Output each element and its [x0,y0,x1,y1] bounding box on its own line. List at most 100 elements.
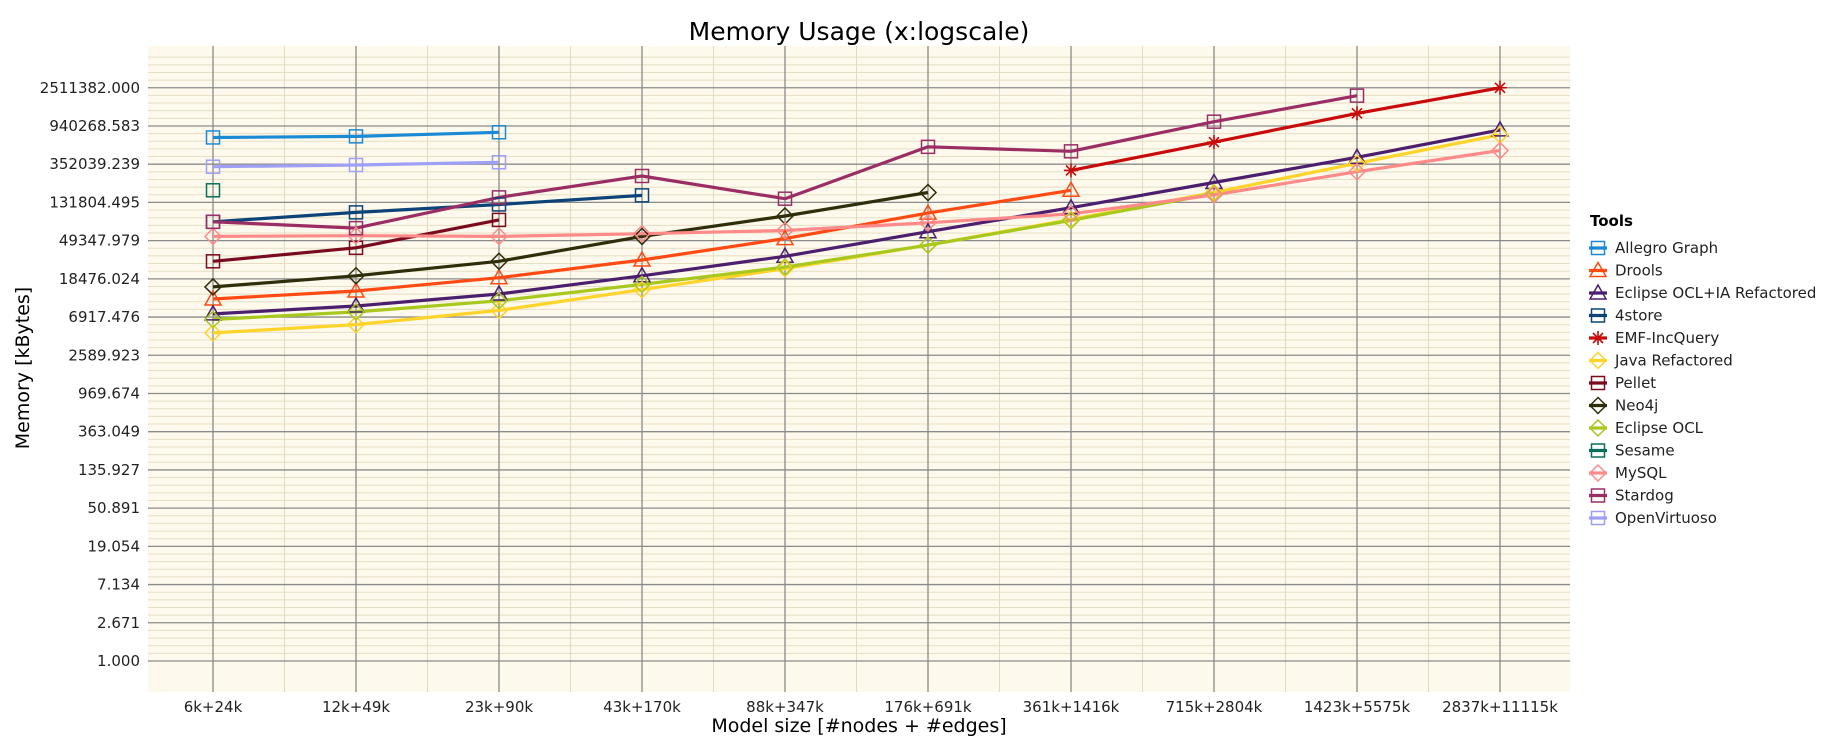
legend-label: Eclipse OCL [1615,419,1704,437]
data-point-sesame [205,183,221,198]
legend-item: 4store [1589,307,1662,325]
y-tick-label: 363.049 [78,423,140,441]
data-point-eclipse-ocl [632,275,652,294]
series-line-stardog [212,94,1358,230]
data-point-openvirtuoso [348,157,364,173]
data-point-mysql [632,224,652,243]
data-point-pellet [348,240,364,256]
series-line-eclipse-ocl [212,192,1215,322]
data-point-java-refactored [1204,183,1224,202]
series-line-drools [212,188,1072,301]
data-point-stardog [920,139,936,155]
x-tick-label: 43k+170k [603,698,681,716]
series-line-openvirtuoso [212,160,500,169]
data-point-drools [1061,180,1081,198]
legend-item: Java Refactored [1588,351,1733,370]
x-tick-label: 176k+691k [884,698,972,716]
data-point-eclipse-ocl-ia-refactored [1204,172,1224,190]
data-point-mysql [1061,204,1081,223]
data-point-eclipse-ocl [775,258,795,277]
y-tick-label: 2.671 [97,614,140,632]
data-point-eclipse-ocl-ia-refactored [775,246,795,264]
data-point-allegro-graph [491,125,507,140]
data-point-eclipse-ocl [918,236,938,255]
data-point-emf-incquery [1207,135,1221,150]
data-point-neo4j [775,206,795,226]
data-point-mysql [346,226,366,245]
legend-label: Drools [1615,262,1663,280]
y-tick-label: 6917.476 [68,308,140,326]
data-point-eclipse-ocl [489,291,509,310]
y-tick-label: 135.927 [78,461,140,479]
legend-marker [1590,488,1606,503]
x-axis-ticks: 6k+24k 12k+49k 23k+90k 43k+170k 88k+347k 176k… [184,698,1559,716]
data-point-mysql [203,227,223,246]
data-point-neo4j [203,277,223,297]
data-point-emf-incquery [1350,106,1364,121]
legend-label: MySQL [1615,464,1667,482]
legend-marker [1590,443,1606,458]
x-tick-label: 715k+2804k [1166,698,1263,716]
data-point-openvirtuoso [205,159,221,174]
data-point-eclipse-ocl-ia-refactored [203,304,223,321]
y-tick-label: 19.054 [88,537,141,555]
data-point-openvirtuoso [491,155,507,170]
legend-item: Pellet [1589,374,1656,392]
data-point-java-refactored [1347,154,1367,173]
legend-marker [1588,351,1608,370]
minor-grid [148,46,1570,692]
legend-label: OpenVirtuoso [1615,509,1717,527]
data-point-eclipse-ocl [1204,184,1224,203]
data-point-eclipse-ocl-ia-refactored [346,296,366,313]
chart-title: Memory Usage (x:logscale) [689,17,1030,46]
series-line-mysql [212,148,1501,238]
y-tick-label: 49347.979 [59,232,140,250]
y-tick-label: 50.891 [88,499,141,517]
data-point-neo4j [632,227,652,246]
y-tick-label: 2589.923 [68,346,140,364]
data-point-neo4j [489,252,509,271]
legend-marker [1590,510,1606,526]
legend-label: EMF-IncQuery [1615,329,1719,347]
legend-items: Allegro Graph Drools Eclipse OCL+IA Refact… [1588,239,1816,527]
y-tick-label: 352039.239 [49,155,140,173]
legend-marker [1588,396,1608,415]
y-axis-ticks: 1.000 2.671 7.134 19.054 50.891 135.927 363.04… [40,79,140,670]
legend-marker [1590,308,1606,323]
legend-marker [1590,240,1606,256]
data-point-mysql [918,213,938,232]
series-line-allegro-graph [212,130,500,140]
legend: Tools Allegro Graph Drools Eclipse OCL+IA … [1588,212,1816,527]
data-point-eclipse-ocl [1061,211,1081,230]
series-line-eclipse-ocl-ia-refactored [212,128,1501,316]
legend-item: Drools [1588,260,1663,280]
data-point-java-refactored [203,323,223,342]
legend-item: Sesame [1589,442,1675,460]
legend-item: EMF-IncQuery [1589,329,1719,347]
y-tick-label: 18476.024 [59,270,140,288]
legend-marker [1588,463,1608,483]
series-line-emf-incquery [1070,86,1501,172]
data-point-mysql [1490,141,1510,160]
x-tick-label: 23k+90k [465,698,533,716]
data-point-eclipse-ocl [346,302,366,321]
data-point-4store [348,205,364,220]
data-point-drools [775,229,795,246]
data-point-mysql [489,227,509,246]
x-tick-label: 6k+24k [184,698,243,716]
legend-label: Allegro Graph [1615,239,1718,257]
x-tick-label: 2837k+11115k [1442,698,1558,716]
data-point-neo4j [346,266,366,285]
legend-label: Stardog [1615,487,1674,505]
y-tick-label: 969.674 [78,384,140,402]
data-point-mysql [1347,162,1367,181]
series-line-neo4j [212,190,929,289]
y-tick-label: 940268.583 [49,117,140,135]
data-point-emf-incquery [1493,80,1507,95]
series-lines [212,86,1501,335]
y-tick-label: 131804.495 [49,193,140,211]
data-point-mysql [1204,185,1224,204]
data-point-allegro-graph [205,130,221,145]
legend-title: Tools [1590,212,1633,230]
data-point-java-refactored [775,259,795,278]
